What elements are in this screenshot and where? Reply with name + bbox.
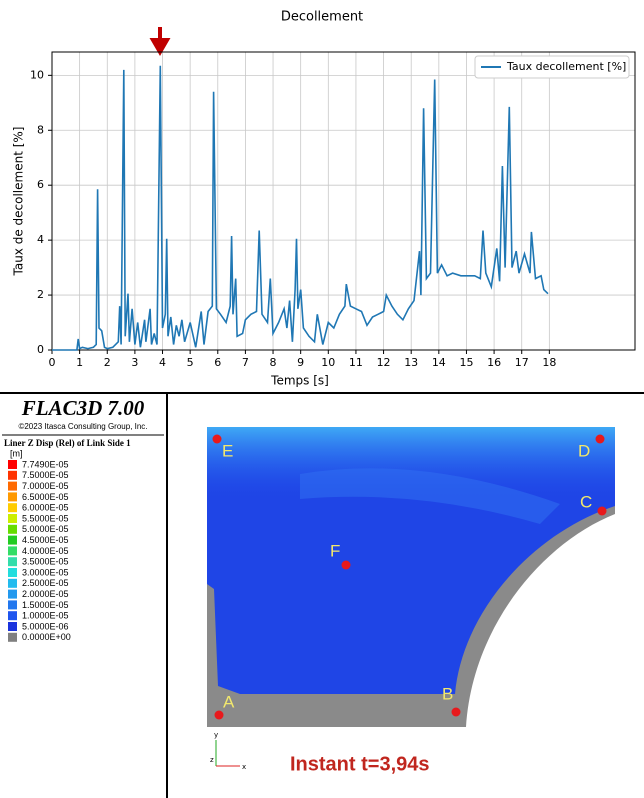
legend-swatch (8, 590, 17, 599)
y-axis-label: Taux de decollement [%] (12, 127, 26, 277)
flac3d-view: FLAC3D 7.00 ©2023 Itasca Consulting Grou… (0, 394, 644, 798)
separator (0, 392, 644, 394)
x-tick-label: 2 (104, 356, 111, 369)
x-tick-label: 7 (242, 356, 249, 369)
legend-swatch (8, 568, 17, 577)
x-tick-label: 0 (49, 356, 56, 369)
y-tick-label: 8 (37, 123, 44, 136)
point-label: F (330, 541, 340, 560)
legend-label: 1.5000E-05 (22, 600, 69, 610)
legend-swatch (8, 579, 17, 588)
x-tick-label: 16 (487, 356, 501, 369)
legend-swatch (8, 622, 17, 631)
legend-swatch (8, 514, 17, 523)
x-tick-label: 13 (404, 356, 418, 369)
legend-swatch (8, 460, 17, 469)
legend-swatch (8, 633, 17, 642)
point-dot (598, 507, 607, 516)
legend-label: 1.0000E-05 (22, 611, 69, 621)
copyright: ©2023 Itasca Consulting Group, Inc. (18, 422, 147, 431)
x-tick-label: 3 (131, 356, 138, 369)
x-tick-label: 12 (377, 356, 391, 369)
data-line (52, 66, 548, 350)
point-dot (596, 435, 605, 444)
legend-swatch (8, 471, 17, 480)
point-label: E (222, 441, 233, 460)
legend-label: 3.5000E-05 (22, 557, 69, 567)
legend-label: 7.5000E-05 (22, 470, 69, 480)
arrow-annotation (153, 27, 167, 52)
y-tick-label: 0 (37, 343, 44, 356)
divider (166, 394, 168, 798)
x-tick-label: 10 (321, 356, 335, 369)
legend-label: 2.0000E-05 (22, 589, 69, 599)
contour-plot (207, 427, 615, 727)
x-tick-label: 4 (159, 356, 166, 369)
point-label: D (578, 441, 590, 460)
legend-label: 0.0000E+00 (22, 632, 71, 642)
legend-label: 5.0000E-06 (22, 621, 69, 631)
x-tick-label: 14 (432, 356, 446, 369)
x-axis-label: Temps [s] (270, 374, 329, 388)
point-label: C (580, 492, 592, 511)
legend-label: 6.5000E-05 (22, 492, 69, 502)
point-dot (342, 561, 351, 570)
instant-label: Instant t=3,94s (290, 753, 430, 775)
legend-label: 5.0000E-05 (22, 524, 69, 534)
x-tick-label: 5 (187, 356, 194, 369)
y-tick-label: 6 (37, 178, 44, 191)
x-tick-label: 11 (349, 356, 363, 369)
legend-swatch (8, 482, 17, 491)
legend-label: 4.0000E-05 (22, 546, 69, 556)
legend-label: 6.0000E-05 (22, 503, 69, 513)
unit: [m] (10, 448, 23, 458)
axis-triad: y z x (210, 731, 246, 771)
legend-label: 7.7490E-05 (22, 459, 69, 469)
line-chart: Decollement Temps [s] Taux de decollemen… (0, 0, 644, 392)
legend-swatch (8, 611, 17, 620)
axis-z: z (210, 756, 214, 764)
legend-label: 7.0000E-05 (22, 481, 69, 491)
point-dot (213, 435, 222, 444)
quantity: Liner Z Disp (Rel) of Link Side 1 (4, 438, 131, 448)
legend-label: 5.5000E-05 (22, 513, 69, 523)
legend-swatch (8, 525, 17, 534)
x-tick-label: 18 (542, 356, 556, 369)
plot-frame (52, 52, 635, 350)
x-tick-label: 17 (515, 356, 529, 369)
x-tick-label: 15 (459, 356, 473, 369)
legend-swatch (8, 557, 17, 566)
x-tick-label: 9 (297, 356, 304, 369)
legend-swatch (8, 600, 17, 609)
legend-label: 2.5000E-05 (22, 578, 69, 588)
y-tick-label: 4 (37, 233, 44, 246)
axis-x: x (242, 763, 246, 771)
point-label: B (442, 684, 453, 703)
legend-swatch (8, 492, 17, 501)
legend-swatch (8, 536, 17, 545)
axis-y: y (214, 731, 218, 739)
x-tick-label: 6 (214, 356, 221, 369)
x-tick-label: 1 (76, 356, 83, 369)
page: {"chart_data": {"type": "line", "title":… (0, 0, 644, 798)
y-tick-label: 2 (37, 288, 44, 301)
legend-swatch (8, 503, 17, 512)
point-dot (215, 711, 224, 720)
chart-title: Decollement (281, 10, 363, 25)
legend-label: 3.0000E-05 (22, 567, 69, 577)
software-title: FLAC3D 7.00 (21, 396, 145, 420)
point-dot (452, 708, 461, 717)
legend-label: Taux decollement [%] (506, 60, 626, 73)
point-label: A (223, 692, 235, 711)
y-tick-label: 10 (30, 68, 44, 81)
x-tick-label: 8 (270, 356, 277, 369)
legend-label: 4.5000E-05 (22, 535, 69, 545)
legend-swatch (8, 546, 17, 555)
